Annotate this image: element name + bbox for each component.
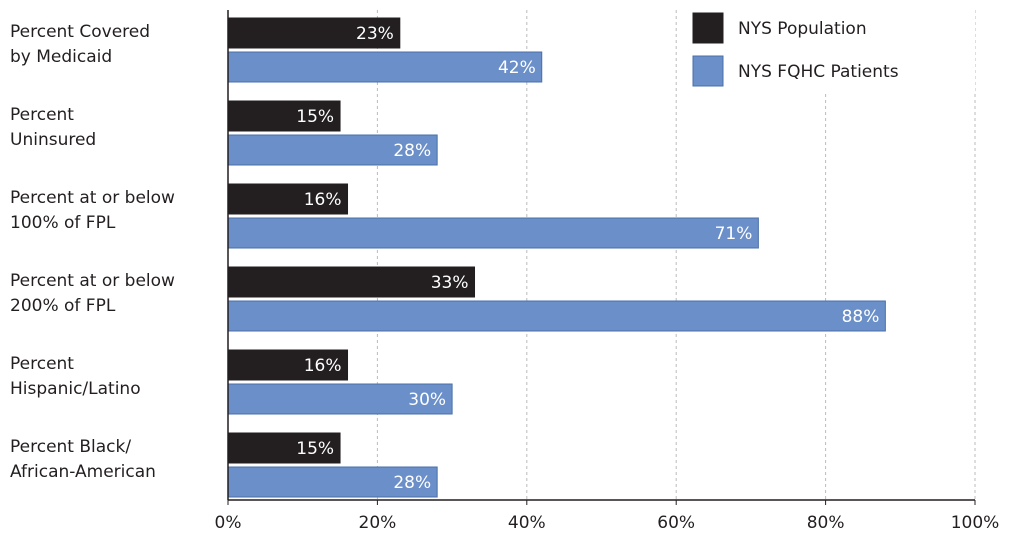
value-label: 15% xyxy=(296,439,334,459)
x-tick-label: 20% xyxy=(359,513,397,533)
legend-swatch xyxy=(692,55,724,87)
legend-label: NYS Population xyxy=(738,19,867,39)
x-tick-label: 40% xyxy=(508,513,546,533)
bar xyxy=(227,217,759,249)
category-label: Percent Uninsured xyxy=(10,105,97,150)
legend-swatch xyxy=(692,12,724,44)
value-label: 16% xyxy=(304,190,342,210)
value-label: 15% xyxy=(296,107,334,127)
x-tick-label: 80% xyxy=(807,513,845,533)
category-label: Percent Black/ African-American xyxy=(10,437,156,482)
category-label: Percent Covered by Medicaid xyxy=(10,22,151,67)
x-tick-label: 60% xyxy=(657,513,695,533)
value-label: 28% xyxy=(393,141,431,161)
bar xyxy=(227,383,453,415)
value-label: 30% xyxy=(408,390,446,410)
bar xyxy=(227,266,476,298)
value-label: 71% xyxy=(715,224,753,244)
category-label: Percent Hispanic/Latino xyxy=(10,354,141,399)
bar xyxy=(227,51,543,83)
value-label: 42% xyxy=(498,58,536,78)
bar xyxy=(227,100,341,132)
category-label: Percent at or below 100% of FPL xyxy=(10,188,175,233)
legend-background xyxy=(685,8,975,93)
bar xyxy=(227,17,401,49)
x-tick-label: 100% xyxy=(951,513,1000,533)
category-label: Percent at or below 200% of FPL xyxy=(10,271,175,316)
value-label: 33% xyxy=(431,273,469,293)
value-label: 23% xyxy=(356,24,394,44)
value-label: 28% xyxy=(393,473,431,493)
bar xyxy=(227,432,341,464)
value-label: 88% xyxy=(842,307,880,327)
legend-label: NYS FQHC Patients xyxy=(738,62,899,82)
bar xyxy=(227,300,886,332)
value-label: 16% xyxy=(304,356,342,376)
bar xyxy=(227,466,438,498)
x-tick-label: 0% xyxy=(215,513,242,533)
